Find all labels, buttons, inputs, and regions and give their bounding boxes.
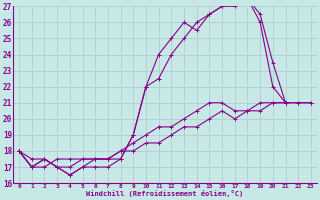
X-axis label: Windchill (Refroidissement éolien,°C): Windchill (Refroidissement éolien,°C) (86, 190, 244, 197)
